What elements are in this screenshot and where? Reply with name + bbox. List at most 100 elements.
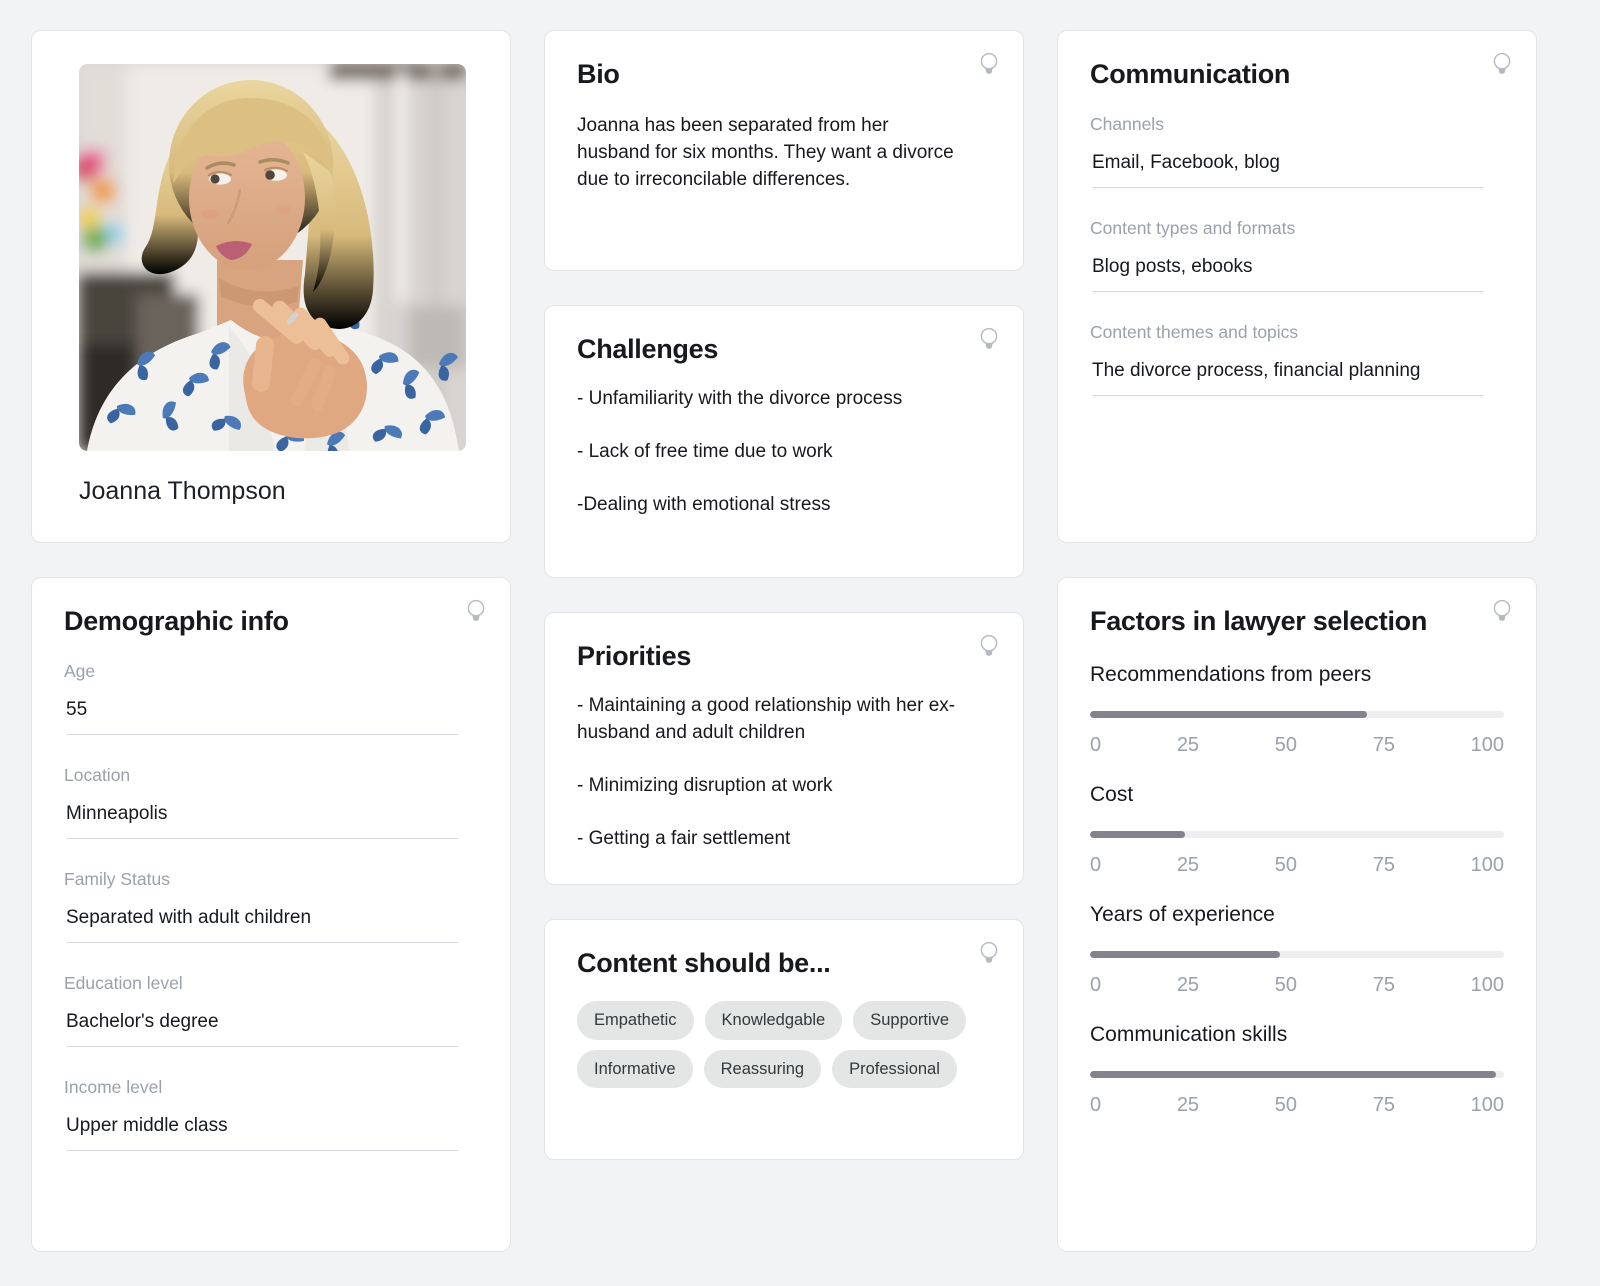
slider-track[interactable]: [1090, 1071, 1504, 1079]
tick-label: 50: [1274, 854, 1297, 877]
field-label: Education level: [64, 973, 183, 994]
column-middle: Bio Joanna has been separated from her h…: [544, 30, 1024, 1253]
tick-label: 100: [1470, 1094, 1504, 1117]
factors-card: Factors in lawyer selection Recommendati…: [1057, 577, 1537, 1252]
field-label: Channels: [1090, 114, 1164, 135]
field-value[interactable]: Blog posts, ebooks: [1092, 256, 1484, 293]
tick-label: 100: [1470, 734, 1504, 757]
hint-lightbulb-icon[interactable]: [977, 633, 1001, 661]
persona-photo[interactable]: [79, 64, 466, 451]
slider-fill: [1090, 711, 1368, 719]
field-value[interactable]: Bachelor's degree: [66, 1011, 458, 1048]
tag-pill[interactable]: Empathetic: [577, 1001, 694, 1040]
hint-lightbulb-icon[interactable]: [464, 598, 488, 626]
field-value[interactable]: Minneapolis: [66, 803, 458, 840]
field-income-level: Income level Upper middle class: [64, 1077, 458, 1152]
slider-fill: [1090, 1071, 1496, 1079]
hint-lightbulb-icon[interactable]: [977, 326, 1001, 354]
slider-ticks: 0 25 50 75 100: [1090, 734, 1504, 757]
tag-pill[interactable]: Supportive: [853, 1001, 967, 1040]
slider-track[interactable]: [1090, 711, 1504, 719]
bio-title: Bio: [577, 59, 620, 89]
field-location: Location Minneapolis: [64, 765, 458, 840]
persona-name[interactable]: Joanna Thompson: [79, 477, 286, 505]
column-left: Joanna Thompson Demographic info Age 55 …: [31, 30, 511, 1253]
field-education-level: Education level Bachelor's degree: [64, 973, 458, 1048]
communication-card: Communication Channels Email, Facebook, …: [1057, 30, 1537, 543]
challenges-list: - Unfamiliarity with the divorce process…: [577, 385, 991, 518]
field-label: Location: [64, 765, 131, 786]
field-value[interactable]: 55: [66, 699, 458, 736]
field-channels: Channels Email, Facebook, blog: [1090, 114, 1484, 189]
demographic-title: Demographic info: [64, 606, 289, 636]
communication-title: Communication: [1090, 59, 1291, 89]
tag-pill[interactable]: Knowledgable: [704, 1001, 843, 1040]
tick-label: 25: [1176, 854, 1200, 877]
profile-card: Joanna Thompson: [31, 30, 511, 543]
field-label: Content themes and topics: [1090, 322, 1299, 343]
field-age: Age 55: [64, 661, 458, 736]
list-item[interactable]: - Lack of free time due to work: [577, 441, 833, 463]
field-label: Content types and formats: [1090, 218, 1296, 239]
list-item[interactable]: - Getting a fair settlement: [577, 828, 791, 850]
content-should-be-card: Content should be... Empathetic Knowledg…: [544, 919, 1024, 1160]
tag-pill[interactable]: Reassuring: [703, 1049, 822, 1089]
slider-label: Cost: [1090, 783, 1134, 807]
tag-pill[interactable]: Informative: [577, 1049, 693, 1089]
hint-lightbulb-icon[interactable]: [1490, 598, 1514, 626]
field-value[interactable]: Email, Facebook, blog: [1092, 152, 1484, 189]
field-content-themes: Content themes and topics The divorce pr…: [1090, 322, 1484, 397]
field-family-status: Family Status Separated with adult child…: [64, 869, 458, 944]
tick-label: 100: [1470, 854, 1504, 877]
tick-label: 100: [1470, 974, 1504, 997]
hint-lightbulb-icon[interactable]: [977, 51, 1001, 79]
slider-track[interactable]: [1090, 951, 1504, 959]
slider-fill: [1090, 831, 1186, 839]
tick-label: 0: [1090, 974, 1102, 997]
list-item[interactable]: - Maintaining a good relationship with h…: [577, 695, 956, 744]
content-should-be-title: Content should be...: [577, 948, 831, 978]
slider-label: Communication skills: [1090, 1023, 1288, 1047]
hint-lightbulb-icon[interactable]: [1490, 51, 1514, 79]
list-item[interactable]: - Minimizing disruption at work: [577, 775, 833, 797]
slider-label: Recommendations from peers: [1090, 663, 1372, 687]
field-value[interactable]: Separated with adult children: [66, 907, 458, 944]
slider-ticks: 0 25 50 75 100: [1090, 974, 1504, 997]
column-right: Communication Channels Email, Facebook, …: [1057, 30, 1537, 1253]
hint-lightbulb-icon[interactable]: [977, 940, 1001, 968]
tick-label: 75: [1372, 734, 1395, 757]
demographic-fields: Age 55 Location Minneapolis Family Statu…: [64, 661, 478, 1152]
tick-label: 0: [1090, 854, 1102, 877]
tick-label: 25: [1176, 1094, 1200, 1117]
tag-pill[interactable]: Professional: [832, 1049, 957, 1089]
tick-label: 50: [1274, 1094, 1297, 1117]
demographic-card: Demographic info Age 55 Location Minneap…: [31, 577, 511, 1252]
field-label: Income level: [64, 1077, 163, 1098]
slider-ticks: 0 25 50 75 100: [1090, 1094, 1504, 1117]
content-tags: Empathetic Knowledgable Supportive Infor…: [577, 1001, 977, 1089]
priorities-card: Priorities - Maintaining a good relation…: [544, 612, 1024, 885]
bio-text[interactable]: Joanna has been separated from her husba…: [577, 115, 954, 191]
challenges-title: Challenges: [577, 334, 719, 364]
bio-card: Bio Joanna has been separated from her h…: [544, 30, 1024, 271]
challenges-card: Challenges - Unfamiliarity with the divo…: [544, 305, 1024, 578]
tick-label: 25: [1176, 974, 1200, 997]
field-label: Age: [64, 661, 96, 682]
slider-track[interactable]: [1090, 831, 1504, 839]
field-value[interactable]: Upper middle class: [66, 1115, 458, 1152]
field-value[interactable]: The divorce process, financial planning: [1092, 360, 1484, 397]
factor-cost: Cost 0 25 50 75 100: [1090, 783, 1504, 877]
tick-label: 25: [1176, 734, 1200, 757]
slider-fill: [1090, 951, 1281, 959]
tick-label: 0: [1090, 1094, 1102, 1117]
tick-label: 50: [1274, 734, 1297, 757]
factor-years-experience: Years of experience 0 25 50 75 100: [1090, 903, 1504, 997]
tick-label: 50: [1274, 974, 1297, 997]
list-item[interactable]: -Dealing with emotional stress: [577, 494, 831, 516]
communication-fields: Channels Email, Facebook, blog Content t…: [1090, 114, 1504, 397]
slider-ticks: 0 25 50 75 100: [1090, 854, 1504, 877]
list-item[interactable]: - Unfamiliarity with the divorce process: [577, 388, 903, 410]
priorities-list: - Maintaining a good relationship with h…: [577, 692, 991, 852]
factors-title: Factors in lawyer selection: [1090, 606, 1428, 636]
